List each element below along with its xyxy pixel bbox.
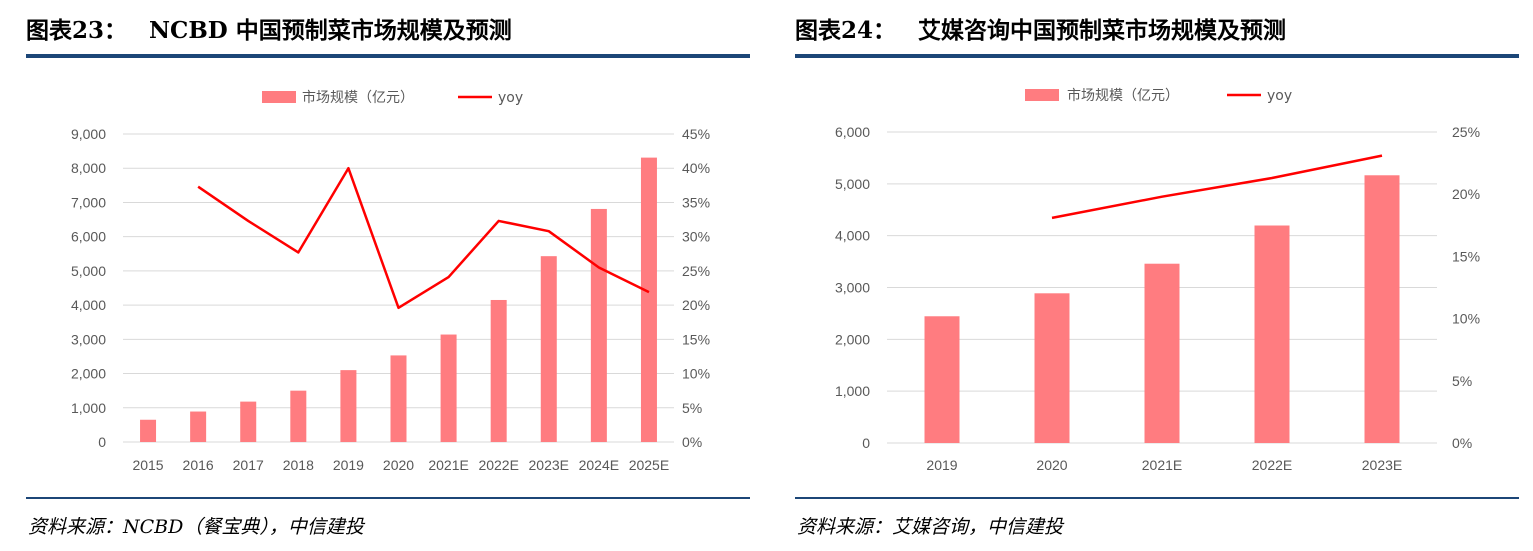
y-right-tick-label: 10% xyxy=(1452,311,1480,327)
y-left-tick-label: 9,000 xyxy=(71,126,106,142)
bar xyxy=(1364,175,1400,443)
x-tick-label: 2021E xyxy=(428,457,468,473)
legend-bar-label: 市场规模（亿元） xyxy=(302,89,414,106)
legend-bar-label: 市场规模（亿元） xyxy=(1067,87,1179,104)
x-tick-label: 2023E xyxy=(1362,457,1402,473)
y-left-tick-label: 1,000 xyxy=(71,400,106,416)
yoy-line xyxy=(197,166,650,310)
y-right-tick-label: 0% xyxy=(1452,435,1472,451)
figure-23-panel: 图表23： NCBD 中国预制菜市场规模及预测 0 1,000 2,000 3,000 4… xyxy=(26,0,750,551)
figure-23-title-text: NCBD 中国预制菜市场规模及预测 xyxy=(149,17,512,44)
y-right-tick-label: 5% xyxy=(1452,373,1472,389)
bar xyxy=(240,401,257,442)
x-tick-label: 2020 xyxy=(383,457,414,473)
y-right-tick-label: 30% xyxy=(682,229,710,245)
figure-24-top-rule xyxy=(795,54,1519,58)
y-left-tick-label: 2,000 xyxy=(71,366,106,382)
y-right-tick-label: 10% xyxy=(682,366,710,382)
bar xyxy=(140,419,157,442)
x-tick-label: 2019 xyxy=(333,457,364,473)
y-left-tick-label: 4,000 xyxy=(835,228,870,244)
x-tick-label: 2015 xyxy=(132,457,163,473)
bar xyxy=(490,299,507,442)
y-right-tick-label: 40% xyxy=(682,160,710,176)
bar xyxy=(640,157,657,442)
figure-24-panel: 图表24： 艾媒咨询中国预制菜市场规模及预测 0 1,000 2,000 3,000 4,… xyxy=(795,0,1519,551)
bar xyxy=(1144,263,1180,443)
y-right-tick-label: 5% xyxy=(682,400,702,416)
figure-23-title: 图表23： NCBD 中国预制菜市场规模及预测 xyxy=(26,13,512,49)
bar xyxy=(390,355,407,442)
x-tick-label: 2019 xyxy=(926,457,957,473)
figure-23-bottom-rule xyxy=(26,497,750,499)
figure-23-number: 图表23： xyxy=(26,17,128,44)
y-right-tick-label: 20% xyxy=(682,297,710,313)
y-left-tick-label: 6,000 xyxy=(71,229,106,245)
figure-23-source: 资料来源：NCBD（餐宝典），中信建投 xyxy=(28,516,364,538)
y-right-tick-label: 25% xyxy=(682,263,710,279)
y-right-tick-label: 45% xyxy=(682,126,710,142)
x-tick-label: 2020 xyxy=(1036,457,1067,473)
x-tick-label: 2022E xyxy=(478,457,518,473)
bar xyxy=(540,256,557,442)
y-left-tick-label: 3,000 xyxy=(835,280,870,296)
legend-bar-swatch xyxy=(262,91,296,103)
y-right-tick-label: 0% xyxy=(682,434,702,450)
y-left-tick-label: 5,000 xyxy=(71,263,106,279)
y-right-tick-label: 25% xyxy=(1452,124,1480,140)
bar xyxy=(440,334,457,442)
x-tick-label: 2017 xyxy=(233,457,264,473)
y-left-tick-label: 0 xyxy=(862,435,870,451)
y-left-tick-label: 4,000 xyxy=(71,297,106,313)
figure-24-title: 图表24： 艾媒咨询中国预制菜市场规模及预测 xyxy=(795,13,1286,49)
figure-24-number: 图表24： xyxy=(795,17,897,44)
legend-line-label: yoy xyxy=(498,90,523,106)
x-tick-label: 2024E xyxy=(579,457,619,473)
x-tick-label: 2023E xyxy=(529,457,569,473)
figure-23-top-rule xyxy=(26,54,750,58)
y-left-tick-label: 1,000 xyxy=(835,383,870,399)
y-left-tick-label: 6,000 xyxy=(835,124,870,140)
x-tick-label: 2021E xyxy=(1142,457,1182,473)
bar xyxy=(1034,293,1070,443)
bar xyxy=(290,390,307,442)
figure-24-source: 资料来源：艾媒咨询，中信建投 xyxy=(797,516,1064,538)
figure-24-bottom-rule xyxy=(795,497,1519,499)
figure-24-title-text: 艾媒咨询中国预制菜市场规模及预测 xyxy=(918,17,1287,44)
bar xyxy=(924,316,960,443)
bar xyxy=(1254,225,1290,443)
x-tick-label: 2025E xyxy=(629,457,669,473)
figure-24-chart: 0 1,000 2,000 3,000 4,000 5,000 6,000 0% 5% 10% 15… xyxy=(835,87,1480,473)
legend-bar-swatch xyxy=(1025,89,1059,101)
y-left-tick-label: 3,000 xyxy=(71,331,106,347)
y-left-tick-label: 5,000 xyxy=(835,176,870,192)
y-left-tick-label: 7,000 xyxy=(71,194,106,210)
x-tick-label: 2022E xyxy=(1252,457,1292,473)
figure-23-chart: 0 1,000 2,000 3,000 4,000 5,000 6,000 7,000 8,00… xyxy=(71,89,710,473)
x-tick-label: 2016 xyxy=(183,457,214,473)
y-left-tick-label: 8,000 xyxy=(71,160,106,176)
y-left-tick-label: 2,000 xyxy=(835,331,870,347)
y-right-tick-label: 15% xyxy=(682,331,710,347)
bar xyxy=(590,208,607,442)
y-right-tick-label: 35% xyxy=(682,194,710,210)
bar xyxy=(190,411,207,442)
legend-line-label: yoy xyxy=(1267,88,1292,104)
y-right-tick-label: 20% xyxy=(1452,186,1480,202)
y-right-tick-label: 15% xyxy=(1452,248,1480,264)
y-left-tick-label: 0 xyxy=(98,434,106,450)
x-tick-label: 2018 xyxy=(283,457,314,473)
yoy-line xyxy=(1051,154,1383,220)
bar xyxy=(340,370,357,442)
